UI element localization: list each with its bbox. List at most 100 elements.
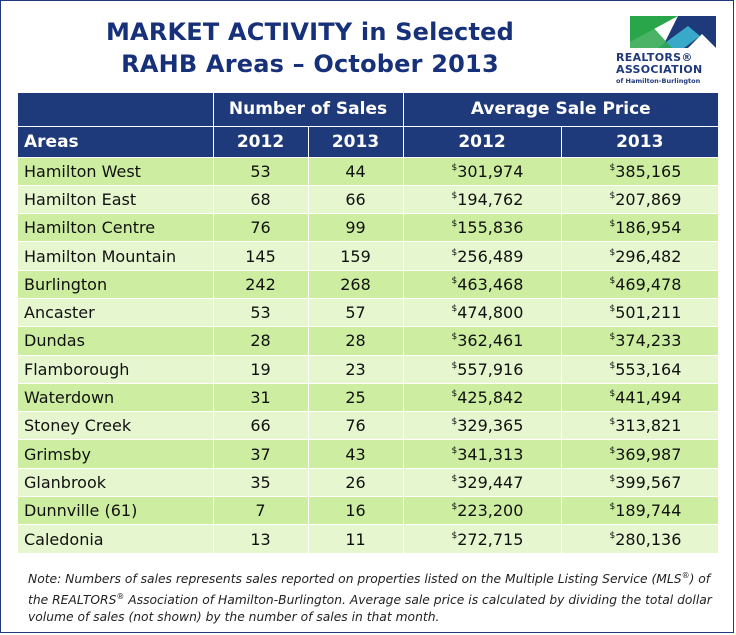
price-2013-value: 296,482 [615,246,682,266]
footnote-registered-mark: ® [116,592,125,602]
price-2013-cell: $296,482 [560,241,719,271]
footnote: Note: Numbers of sales represents sales … [28,567,718,626]
group-header-price: Average Sale Price [402,93,719,126]
sales-2013-cell: 99 [307,213,404,242]
price-2013-value: 501,211 [615,303,682,323]
currency-symbol: $ [451,332,458,343]
sales-2013-cell: 159 [307,241,404,271]
price-2012-value: 301,974 [457,161,524,181]
price-2012-value: 557,916 [457,359,524,379]
sales-2012-cell: 13 [212,524,308,554]
sales-2013-cell: 268 [307,269,404,299]
area-name-cell: Hamilton East [18,184,213,214]
price-2013-cell: $189,744 [560,496,719,525]
title-line-2: RAHB Areas – October 2013 [121,50,499,78]
column-header-price-2012: 2012 [402,125,562,157]
table-row: Waterdown 31 25 $425,842 $441,494 [18,382,719,412]
price-2013-value: 441,494 [615,388,682,408]
price-2012-value: 362,461 [457,331,524,351]
table-row: Flamborough 19 23 $557,916 $553,164 [18,354,719,384]
currency-symbol: $ [451,190,458,201]
currency-symbol: $ [609,389,616,400]
sales-2012-cell: 19 [212,354,308,384]
realtors-association-logo: REALTORS® ASSOCIATION of Hamilton-Burlin… [616,14,728,90]
sales-2012-cell: 7 [212,496,308,525]
price-2012-cell: $329,447 [402,467,562,497]
area-name-cell: Grimsby [18,439,213,469]
sales-2013-cell: 43 [307,439,404,469]
price-2012-cell: $194,762 [402,184,562,214]
area-name-cell: Dundas [18,326,213,356]
table-row: Burlington 242 268 $463,468 $469,478 [18,269,719,299]
price-2012-cell: $362,461 [402,326,562,356]
table-row: Hamilton West 53 44 $301,974 $385,165 [18,156,719,186]
price-2012-cell: $341,313 [402,439,562,469]
sales-2012-cell: 37 [212,439,308,469]
price-2012-value: 425,842 [457,388,524,408]
sales-2012-cell: 145 [212,241,308,271]
area-name-cell: Burlington [18,269,213,299]
table-row: Glanbrook 35 26 $329,447 $399,567 [18,467,719,497]
price-2012-value: 223,200 [457,501,524,521]
currency-symbol: $ [609,502,616,513]
currency-symbol: $ [451,247,458,258]
footnote-part-2: ) of the REALTORS [28,572,711,608]
price-2013-cell: $385,165 [560,156,719,186]
currency-symbol: $ [451,304,458,315]
price-2012-cell: $155,836 [402,213,562,242]
price-2012-value: 463,468 [457,274,524,294]
currency-symbol: $ [451,502,458,513]
area-name-cell: Hamilton West [18,156,213,186]
group-header-blank [18,93,213,126]
logo-text-realtors: REALTORS® [616,51,693,64]
area-name-cell: Dunnville (61) [18,496,213,525]
price-2012-value: 329,365 [457,416,524,436]
table-row: Dundas 28 28 $362,461 $374,233 [18,326,719,356]
price-2013-cell: $399,567 [560,467,719,497]
area-name-cell: Stoney Creek [18,411,213,440]
currency-symbol: $ [609,219,616,230]
currency-symbol: $ [451,473,458,484]
price-2012-value: 272,715 [457,529,524,549]
table-row: Hamilton Centre 76 99 $155,836 $186,954 [18,213,719,242]
price-2012-value: 341,313 [457,444,524,464]
sales-2012-cell: 66 [212,411,308,440]
currency-symbol: $ [451,417,458,428]
price-2013-cell: $501,211 [560,297,719,327]
price-2012-value: 155,836 [457,218,524,238]
price-2012-value: 474,800 [457,303,524,323]
price-2013-cell: $186,954 [560,213,719,242]
sales-2013-cell: 44 [307,156,404,186]
price-2012-cell: $223,200 [402,496,562,525]
currency-symbol: $ [609,445,616,456]
sales-2012-cell: 68 [212,184,308,214]
table-row: Dunnville (61) 7 16 $223,200 $189,744 [18,496,719,525]
currency-symbol: $ [451,389,458,400]
price-2012-cell: $301,974 [402,156,562,186]
price-2013-value: 399,567 [615,472,682,492]
column-header-sales-2013: 2013 [307,125,404,157]
sales-2012-cell: 53 [212,297,308,327]
currency-symbol: $ [451,530,458,541]
house-roof-icon [628,14,716,50]
sales-2012-cell: 242 [212,269,308,299]
price-2013-value: 313,821 [615,416,682,436]
price-2012-cell: $557,916 [402,354,562,384]
price-2013-value: 207,869 [615,189,682,209]
price-2013-cell: $469,478 [560,269,719,299]
price-2013-cell: $369,987 [560,439,719,469]
table-row: Hamilton Mountain 145 159 $256,489 $296,482 [18,241,719,271]
sales-2013-cell: 76 [307,411,404,440]
page-title: MARKET ACTIVITY in Selected RAHB Areas –… [40,16,580,80]
sales-2013-cell: 23 [307,354,404,384]
price-2012-value: 329,447 [457,472,524,492]
footnote-registered-mark: ® [681,571,690,580]
price-2013-value: 280,136 [615,529,682,549]
price-2012-value: 194,762 [457,189,524,209]
price-2013-cell: $441,494 [560,382,719,412]
sales-2013-cell: 16 [307,496,404,525]
price-2013-value: 369,987 [615,444,682,464]
price-2012-cell: $425,842 [402,382,562,412]
currency-symbol: $ [609,417,616,428]
price-2012-cell: $329,365 [402,411,562,440]
